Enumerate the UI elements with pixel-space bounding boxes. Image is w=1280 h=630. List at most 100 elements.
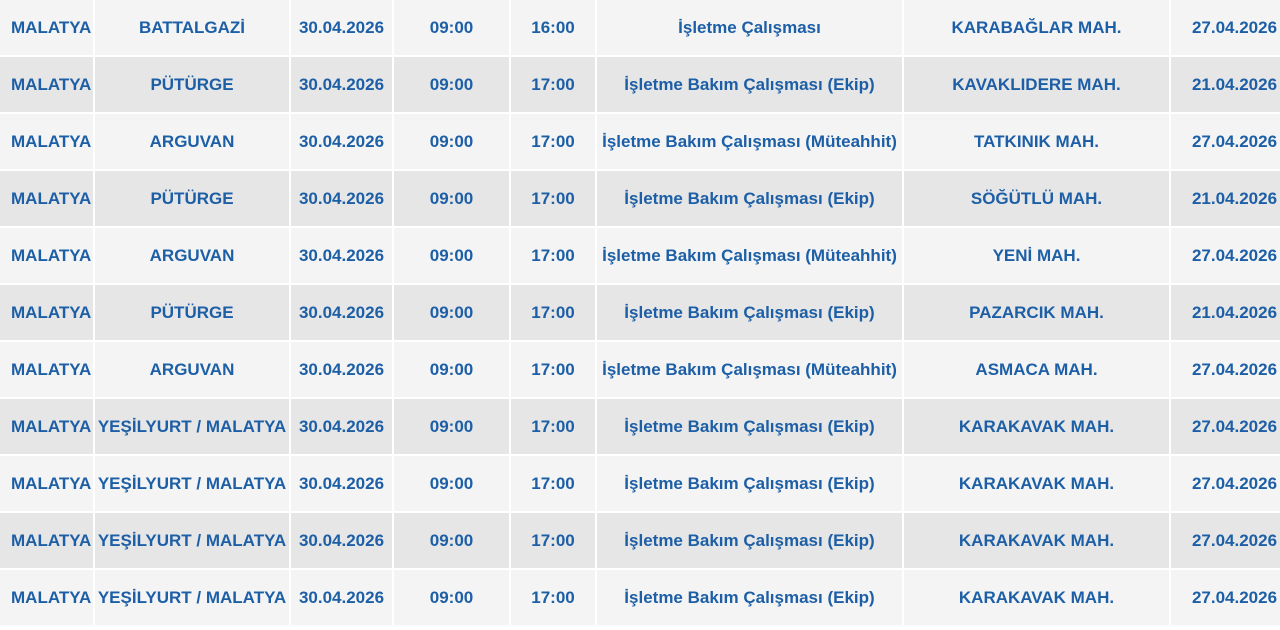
start-time-cell: 09:00 — [394, 171, 509, 226]
end-time-cell: 17:00 — [511, 456, 595, 511]
district-cell: ARGUVAN — [95, 228, 289, 283]
work-type-cell: İşletme Bakım Çalışması (Müteahhit) — [597, 114, 902, 169]
start-time-cell: 09:00 — [394, 570, 509, 625]
table-row: MALATYA YEŞİLYURT / MALATYA 30.04.2026 09:0… — [0, 399, 1280, 454]
neighborhood-cell: KARAKAVAK MAH. — [904, 570, 1169, 625]
table-row: MALATYA ARGUVAN 30.04.2026 09:00 17:00 İşletm… — [0, 114, 1280, 169]
neighborhood-cell: KARAKAVAK MAH. — [904, 456, 1169, 511]
province-cell: MALATYA — [0, 456, 93, 511]
table-row: MALATYA YEŞİLYURT / MALATYA 30.04.2026 09:0… — [0, 513, 1280, 568]
district-cell: YEŞİLYURT / MALATYA — [95, 456, 289, 511]
table-row: MALATYA ARGUVAN 30.04.2026 09:00 17:00 İşletm… — [0, 342, 1280, 397]
end-time-cell: 17:00 — [511, 114, 595, 169]
announce-date-cell: 27.04.2026 — [1171, 0, 1280, 55]
announce-date-cell: 27.04.2026 — [1171, 570, 1280, 625]
start-time-cell: 09:00 — [394, 285, 509, 340]
announce-date-cell: 27.04.2026 — [1171, 456, 1280, 511]
province-cell: MALATYA — [0, 513, 93, 568]
start-time-cell: 09:00 — [394, 0, 509, 55]
work-type-cell: İşletme Bakım Çalışması (Ekip) — [597, 456, 902, 511]
date-cell: 30.04.2026 — [291, 456, 392, 511]
work-type-cell: İşletme Bakım Çalışması (Ekip) — [597, 57, 902, 112]
neighborhood-cell: PAZARCIK MAH. — [904, 285, 1169, 340]
district-cell: ARGUVAN — [95, 342, 289, 397]
end-time-cell: 17:00 — [511, 342, 595, 397]
date-cell: 30.04.2026 — [291, 513, 392, 568]
start-time-cell: 09:00 — [394, 114, 509, 169]
district-cell: YEŞİLYURT / MALATYA — [95, 399, 289, 454]
date-cell: 30.04.2026 — [291, 342, 392, 397]
district-cell: BATTALGAZİ — [95, 0, 289, 55]
district-cell: YEŞİLYURT / MALATYA — [95, 570, 289, 625]
date-cell: 30.04.2026 — [291, 114, 392, 169]
province-cell: MALATYA — [0, 0, 93, 55]
neighborhood-cell: SÖĞÜTLÜ MAH. — [904, 171, 1169, 226]
work-type-cell: İşletme Bakım Çalışması (Ekip) — [597, 513, 902, 568]
start-time-cell: 09:00 — [394, 342, 509, 397]
date-cell: 30.04.2026 — [291, 171, 392, 226]
province-cell: MALATYA — [0, 342, 93, 397]
province-cell: MALATYA — [0, 114, 93, 169]
date-cell: 30.04.2026 — [291, 57, 392, 112]
table-row: MALATYA YEŞİLYURT / MALATYA 30.04.2026 09:0… — [0, 456, 1280, 511]
province-cell: MALATYA — [0, 285, 93, 340]
district-cell: YEŞİLYURT / MALATYA — [95, 513, 289, 568]
start-time-cell: 09:00 — [394, 513, 509, 568]
announce-date-cell: 27.04.2026 — [1171, 228, 1280, 283]
end-time-cell: 16:00 — [511, 0, 595, 55]
table-row: MALATYA YEŞİLYURT / MALATYA 30.04.2026 09:0… — [0, 570, 1280, 625]
province-cell: MALATYA — [0, 57, 93, 112]
neighborhood-cell: TATKINIK MAH. — [904, 114, 1169, 169]
date-cell: 30.04.2026 — [291, 570, 392, 625]
table-row: MALATYA PÜTÜRGE 30.04.2026 09:00 17:00 İşletm… — [0, 285, 1280, 340]
work-type-cell: İşletme Çalışması — [597, 0, 902, 55]
table-row: MALATYA PÜTÜRGE 30.04.2026 09:00 17:00 İşletm… — [0, 171, 1280, 226]
neighborhood-cell: KAVAKLIDERE MAH. — [904, 57, 1169, 112]
work-type-cell: İşletme Bakım Çalışması (Ekip) — [597, 399, 902, 454]
district-cell: PÜTÜRGE — [95, 57, 289, 112]
end-time-cell: 17:00 — [511, 228, 595, 283]
date-cell: 30.04.2026 — [291, 399, 392, 454]
district-cell: ARGUVAN — [95, 114, 289, 169]
work-type-cell: İşletme Bakım Çalışması (Ekip) — [597, 570, 902, 625]
district-cell: PÜTÜRGE — [95, 171, 289, 226]
province-cell: MALATYA — [0, 171, 93, 226]
end-time-cell: 17:00 — [511, 399, 595, 454]
district-cell: PÜTÜRGE — [95, 285, 289, 340]
table-row: MALATYA PÜTÜRGE 30.04.2026 09:00 17:00 İşletm… — [0, 57, 1280, 112]
work-type-cell: İşletme Bakım Çalışması (Müteahhit) — [597, 228, 902, 283]
province-cell: MALATYA — [0, 228, 93, 283]
announce-date-cell: 21.04.2026 — [1171, 285, 1280, 340]
start-time-cell: 09:00 — [394, 456, 509, 511]
start-time-cell: 09:00 — [394, 399, 509, 454]
neighborhood-cell: KARAKAVAK MAH. — [904, 513, 1169, 568]
announce-date-cell: 27.04.2026 — [1171, 513, 1280, 568]
end-time-cell: 17:00 — [511, 513, 595, 568]
end-time-cell: 17:00 — [511, 285, 595, 340]
work-type-cell: İşletme Bakım Çalışması (Ekip) — [597, 171, 902, 226]
announce-date-cell: 21.04.2026 — [1171, 171, 1280, 226]
province-cell: MALATYA — [0, 399, 93, 454]
start-time-cell: 09:00 — [394, 57, 509, 112]
announce-date-cell: 21.04.2026 — [1171, 57, 1280, 112]
end-time-cell: 17:00 — [511, 570, 595, 625]
neighborhood-cell: KARABAĞLAR MAH. — [904, 0, 1169, 55]
neighborhood-cell: ASMACA MAH. — [904, 342, 1169, 397]
date-cell: 30.04.2026 — [291, 285, 392, 340]
province-cell: MALATYA — [0, 570, 93, 625]
announce-date-cell: 27.04.2026 — [1171, 114, 1280, 169]
neighborhood-cell: KARAKAVAK MAH. — [904, 399, 1169, 454]
end-time-cell: 17:00 — [511, 171, 595, 226]
work-type-cell: İşletme Bakım Çalışması (Ekip) — [597, 285, 902, 340]
neighborhood-cell: YENİ MAH. — [904, 228, 1169, 283]
start-time-cell: 09:00 — [394, 228, 509, 283]
table-row: MALATYA ARGUVAN 30.04.2026 09:00 17:00 İşletm… — [0, 228, 1280, 283]
work-type-cell: İşletme Bakım Çalışması (Müteahhit) — [597, 342, 902, 397]
announce-date-cell: 27.04.2026 — [1171, 399, 1280, 454]
announce-date-cell: 27.04.2026 — [1171, 342, 1280, 397]
table-row: MALATYA BATTALGAZİ 30.04.2026 09:00 16:00 İşl… — [0, 0, 1280, 55]
date-cell: 30.04.2026 — [291, 228, 392, 283]
date-cell: 30.04.2026 — [291, 0, 392, 55]
